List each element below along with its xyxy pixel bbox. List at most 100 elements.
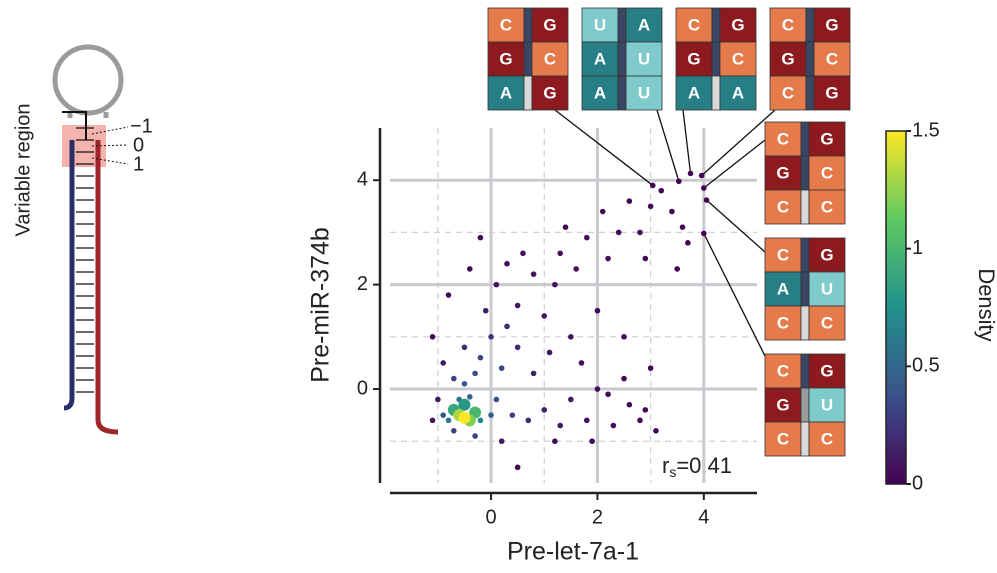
point (530, 271, 537, 277)
base-cell (808, 155, 846, 191)
pair-link (523, 75, 533, 111)
point (445, 417, 452, 424)
connector (701, 109, 776, 176)
region-label: Variable region (12, 103, 34, 236)
point (451, 375, 457, 382)
base-pair-tile: C GG UC C (764, 353, 846, 457)
base-cell (813, 75, 851, 111)
base-letter: U (594, 15, 606, 34)
x-tick-label: 0 (485, 506, 496, 528)
base-cell (719, 7, 757, 43)
annotated-point (703, 197, 710, 203)
point (637, 417, 643, 424)
strand-3p (95, 140, 119, 435)
base-cell (764, 353, 802, 389)
pair-link (805, 41, 815, 77)
point (514, 464, 521, 471)
hairpin-diagram: −1 0 1 Variable region (12, 44, 153, 435)
pair-link (617, 75, 627, 111)
base-cell (764, 387, 802, 423)
pair-link (617, 41, 627, 77)
point (621, 375, 627, 382)
base-letter: C (821, 197, 833, 216)
point (589, 438, 595, 445)
point (546, 349, 553, 356)
base-letter: C (500, 15, 512, 34)
base-letter: A (500, 83, 512, 102)
base-letter: C (544, 49, 556, 68)
base-cell (625, 7, 663, 43)
base-letter: A (638, 15, 650, 34)
colorbar-title: Density (974, 268, 997, 341)
base-cell (808, 421, 846, 457)
base-cell (675, 75, 713, 111)
point (504, 260, 510, 267)
point (451, 427, 457, 434)
pair-link (800, 189, 810, 225)
colorbar-tick-label: 0 (912, 472, 923, 494)
pair-link (800, 155, 810, 191)
annotated-point (701, 230, 707, 237)
point (552, 281, 558, 288)
correlation-annotation: rs=0.41 (662, 453, 732, 480)
pair-link (805, 75, 815, 111)
point (685, 240, 691, 246)
base-cell (675, 7, 713, 43)
loop (52, 44, 124, 116)
base-pair-tile: C GG CA A (675, 7, 757, 111)
base-letter: C (688, 15, 700, 34)
point (557, 422, 564, 429)
base-cell (581, 41, 619, 77)
point (594, 307, 601, 314)
point (573, 266, 579, 272)
point (458, 398, 471, 411)
base-pair-rungs (76, 127, 94, 393)
point (637, 229, 643, 236)
point (626, 198, 633, 204)
pair-link (800, 387, 810, 423)
point (621, 334, 627, 340)
point (429, 417, 436, 424)
point (669, 208, 675, 215)
pair-link (523, 41, 533, 77)
annotated-point (701, 185, 707, 191)
base-letter: C (826, 49, 838, 68)
base-cell (487, 7, 525, 43)
point (520, 250, 526, 257)
pair-link (800, 305, 810, 341)
annotated-point (687, 170, 694, 177)
point (647, 203, 654, 210)
base-letter: C (821, 313, 833, 332)
base-letter: G (543, 15, 556, 34)
connector (706, 199, 766, 253)
point (477, 234, 484, 241)
point (461, 344, 468, 351)
point (466, 266, 473, 272)
base-letter: G (781, 49, 794, 68)
pair-link (805, 7, 815, 43)
point (557, 250, 564, 257)
base-letter: A (777, 279, 789, 298)
connector (656, 109, 680, 182)
connector (554, 109, 654, 186)
point (594, 386, 601, 392)
pair-link (800, 237, 810, 273)
y-axis-title: Pre-miR-374b (307, 227, 335, 383)
y-tick-label: 2 (357, 273, 368, 295)
annotation-subscript: s (669, 464, 676, 480)
base-cell (769, 75, 807, 111)
base-letter: G (825, 15, 838, 34)
point (610, 422, 617, 429)
pair-link (800, 121, 810, 157)
point (615, 229, 622, 236)
pair-link (800, 353, 810, 389)
base-letter: U (638, 49, 650, 68)
pair-link (800, 421, 810, 457)
point (605, 255, 611, 262)
point (626, 401, 633, 408)
base-letter: U (638, 83, 650, 102)
point (642, 255, 649, 262)
base-cell (813, 41, 851, 77)
colorbar-tick-label: 1.5 (912, 119, 940, 141)
